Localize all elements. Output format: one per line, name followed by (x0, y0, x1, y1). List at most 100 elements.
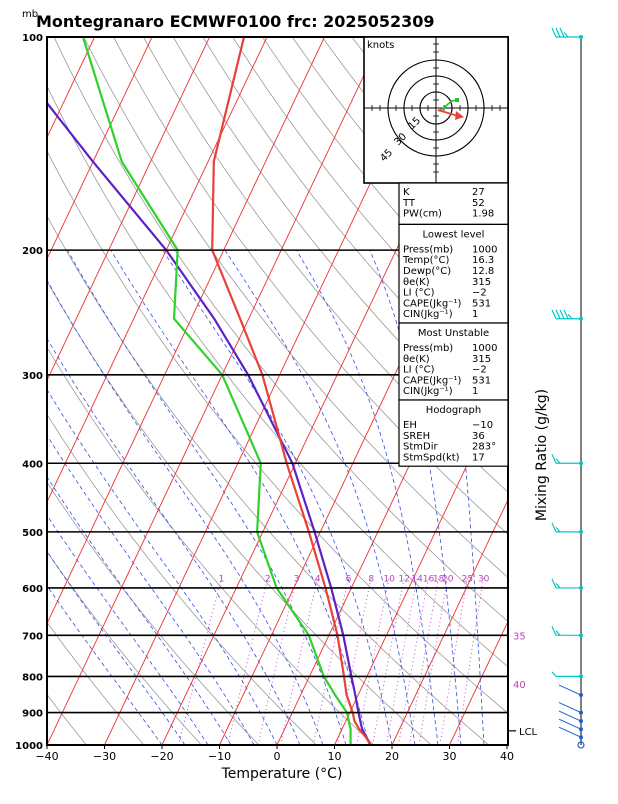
mixing-ratio-label: 6 (346, 575, 352, 585)
wind-barb-400-point (579, 461, 583, 465)
index-row-label: Temp(°C) (402, 255, 450, 266)
wind-barb-600-point (579, 586, 583, 590)
wind-barb-low-point (579, 693, 583, 697)
dry-adiabat (0, 37, 86, 745)
lcl-label: LCL (519, 727, 538, 738)
index-section-title: Hodograph (426, 405, 481, 416)
x-tick-label: −10 (208, 750, 231, 763)
index-section-title: Most Unstable (418, 328, 489, 339)
moist-adiabat (0, 250, 254, 745)
index-row-label: Dewp(°C) (403, 266, 451, 277)
index-row-label: CAPE(Jkg⁻¹) (403, 375, 461, 386)
index-row-value: 315 (472, 354, 491, 365)
index-row-value: 315 (472, 277, 491, 288)
index-row-value: −2 (472, 288, 487, 299)
wind-barb-250-feather (568, 314, 572, 319)
wind-barb-low (559, 685, 581, 695)
wind-barb-600-feather (556, 583, 560, 588)
theta-e-label: 40 (513, 680, 526, 691)
pressure-tick-label: 100 (22, 33, 43, 44)
temperature-profile-line (212, 37, 371, 745)
x-tick-label: 20 (385, 750, 399, 763)
mixing-ratio-label: 2 (265, 575, 271, 585)
wind-barb-500-feather (552, 523, 556, 532)
isotherm (0, 37, 325, 745)
index-row-label: TT (402, 198, 416, 209)
index-row-value: 16.3 (472, 255, 494, 266)
index-row-value: 27 (472, 187, 485, 198)
wind-barb-100-feather (552, 28, 556, 37)
mixing-ratio-label: 20 (442, 575, 454, 585)
wind-barb-low (559, 703, 581, 713)
pressure-tick-label: 500 (22, 528, 43, 539)
x-tick-label: −30 (93, 750, 116, 763)
wind-barb-low-point (579, 727, 583, 731)
dry-adiabat (0, 37, 374, 745)
mixing-ratio-axis-title: Mixing Ratio (g/kg) (534, 389, 550, 521)
wind-barb-500-point (579, 530, 583, 534)
theta-e-label: 35 (513, 631, 526, 642)
index-row-label: SREH (403, 431, 430, 442)
wind-barb-700-feather (556, 631, 560, 636)
index-row-label: Press(mb) (403, 244, 453, 255)
index-row-label: θe(K) (403, 354, 430, 365)
index-row-value: 12.8 (472, 266, 494, 277)
index-row-label: StmDir (403, 442, 438, 453)
pressure-tick-label: 200 (22, 246, 43, 257)
index-row-value: 1 (472, 386, 478, 397)
index-row-label: PW(cm) (403, 209, 442, 220)
index-row-label: EH (403, 420, 417, 431)
moist-adiabat (0, 250, 231, 745)
index-row-value: 36 (472, 431, 485, 442)
wind-barb-700-feather (552, 626, 556, 635)
index-row-value: 1 (472, 309, 478, 320)
profiles (39, 37, 371, 745)
isotherm (47, 37, 382, 745)
mixing-ratio-label: 4 (315, 575, 321, 585)
pressure-tick-label: 400 (22, 459, 43, 470)
index-row-label: LI (°C) (403, 365, 435, 376)
x-tick-label: −20 (150, 750, 173, 763)
x-tick-label: 30 (443, 750, 457, 763)
index-row-label: θe(K) (403, 277, 430, 288)
wind-barb-250-point (579, 317, 583, 321)
y-unit-label: mb (22, 9, 38, 20)
moist-adiabat (0, 250, 185, 745)
moist-adiabat (0, 250, 162, 745)
wind-barb-400-feather (552, 454, 556, 463)
wind-barb-250-feather (560, 310, 564, 319)
index-row-label: LI (°C) (403, 288, 435, 299)
wind-barb-700-point (579, 633, 583, 637)
wind-barb-low-point (579, 735, 583, 739)
index-row-value: 1000 (472, 343, 497, 354)
chart-title: Montegranaro ECMWF0100 frc: 2025052309 (36, 12, 435, 31)
wind-barb-100-feather (560, 28, 564, 37)
mixing-ratio-line (228, 578, 268, 746)
mixing-ratio-label: 10 (383, 575, 395, 585)
wind-barb-low (559, 711, 581, 721)
index-row-label: CAPE(Jkg⁻¹) (403, 298, 461, 309)
pressure-tick-label: 900 (22, 709, 43, 720)
dry-adiabat (590, 37, 618, 745)
mixing-ratio-label: 14 (411, 575, 423, 585)
wind-barb-500-feather (556, 527, 560, 532)
index-row-label: K (403, 187, 410, 198)
mixing-ratio-line (373, 578, 405, 746)
index-section-title: Lowest level (423, 229, 485, 240)
index-row-value: 17 (472, 452, 485, 463)
wind-barb-low (559, 727, 581, 737)
wind-barb-100-feather (564, 33, 568, 38)
pressure-tick-label: 700 (22, 631, 43, 642)
index-row-value: −2 (472, 365, 487, 376)
index-row-value: 531 (472, 298, 491, 309)
index-row-value: −10 (472, 420, 493, 431)
mixing-ratio-label: 3 (294, 575, 300, 585)
x-tick-label: 0 (274, 750, 281, 763)
wind-barb-100-feather (556, 28, 560, 37)
mixing-ratio-line (440, 578, 467, 746)
hodograph-units: knots (367, 40, 394, 51)
pressure-tick-label: 600 (22, 584, 43, 595)
